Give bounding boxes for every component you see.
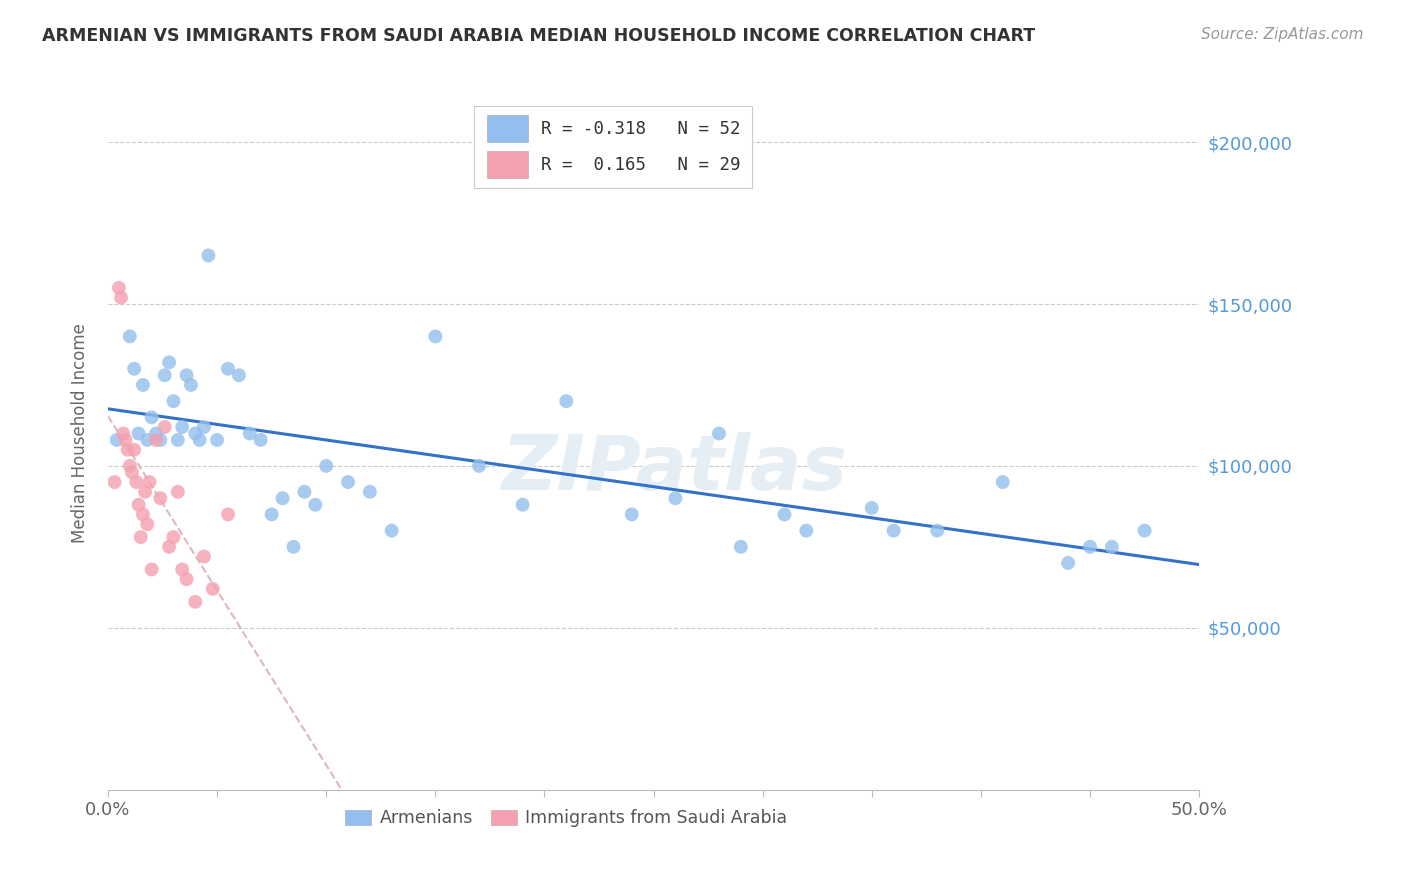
Point — [122, 442, 145, 457]
Point — [1101, 540, 1123, 554]
Point — [166, 433, 188, 447]
Point — [425, 329, 447, 343]
Point — [162, 394, 184, 409]
Point — [217, 361, 239, 376]
Point — [468, 458, 491, 473]
Point — [193, 549, 215, 564]
Point — [153, 420, 176, 434]
Point — [176, 368, 198, 383]
Point — [381, 524, 404, 538]
Point — [157, 355, 180, 369]
Point — [105, 433, 128, 447]
Point — [304, 498, 326, 512]
Point — [359, 484, 381, 499]
Point — [283, 540, 305, 554]
Point — [205, 433, 228, 447]
Point — [157, 540, 180, 554]
Point — [188, 433, 211, 447]
Point — [114, 433, 136, 447]
Point — [337, 475, 360, 489]
Point — [184, 595, 207, 609]
Point — [112, 426, 135, 441]
Text: ARMENIAN VS IMMIGRANTS FROM SAUDI ARABIA MEDIAN HOUSEHOLD INCOME CORRELATION CHA: ARMENIAN VS IMMIGRANTS FROM SAUDI ARABIA… — [42, 27, 1035, 45]
Point — [118, 458, 141, 473]
FancyBboxPatch shape — [474, 106, 752, 188]
Point — [1133, 524, 1156, 538]
Point — [103, 475, 125, 489]
Point — [172, 420, 194, 434]
Point — [138, 475, 160, 489]
Point — [121, 466, 143, 480]
Point — [512, 498, 534, 512]
Point — [149, 491, 172, 506]
Point — [260, 508, 283, 522]
Point — [1078, 540, 1101, 554]
Point — [128, 498, 150, 512]
Point — [664, 491, 686, 506]
Point — [620, 508, 643, 522]
Point — [217, 508, 239, 522]
Point — [883, 524, 905, 538]
Point — [927, 524, 949, 538]
Text: R =  0.165   N = 29: R = 0.165 N = 29 — [541, 156, 741, 174]
Point — [292, 484, 315, 499]
Point — [172, 562, 194, 576]
Point — [228, 368, 250, 383]
Point — [555, 394, 578, 409]
Point — [707, 426, 730, 441]
Point — [141, 410, 163, 425]
Point — [118, 329, 141, 343]
Text: Source: ZipAtlas.com: Source: ZipAtlas.com — [1201, 27, 1364, 42]
Point — [117, 442, 139, 457]
Point — [145, 426, 167, 441]
FancyBboxPatch shape — [486, 115, 529, 143]
Point — [991, 475, 1014, 489]
Point — [166, 484, 188, 499]
Point — [162, 530, 184, 544]
Text: R = -0.318   N = 52: R = -0.318 N = 52 — [541, 120, 741, 138]
Point — [239, 426, 262, 441]
Point — [201, 582, 224, 596]
Point — [249, 433, 271, 447]
Point — [271, 491, 294, 506]
Point — [149, 433, 172, 447]
Point — [125, 475, 148, 489]
Point — [1057, 556, 1080, 570]
Point — [136, 433, 159, 447]
Point — [184, 426, 207, 441]
Point — [730, 540, 752, 554]
Point — [128, 426, 150, 441]
Point — [141, 562, 163, 576]
Y-axis label: Median Household Income: Median Household Income — [72, 324, 89, 543]
Point — [315, 458, 337, 473]
Point — [176, 572, 198, 586]
Point — [860, 500, 883, 515]
Point — [180, 378, 202, 392]
Point — [773, 508, 796, 522]
Point — [197, 248, 219, 262]
FancyBboxPatch shape — [486, 152, 529, 178]
Legend: Armenians, Immigrants from Saudi Arabia: Armenians, Immigrants from Saudi Arabia — [339, 803, 794, 834]
Point — [110, 291, 132, 305]
Point — [132, 378, 155, 392]
Text: ZIPatlas: ZIPatlas — [502, 432, 848, 506]
Point — [108, 281, 131, 295]
Point — [153, 368, 176, 383]
Point — [129, 530, 152, 544]
Point — [122, 361, 145, 376]
Point — [193, 420, 215, 434]
Point — [145, 433, 167, 447]
Point — [134, 484, 156, 499]
Point — [136, 517, 159, 532]
Point — [794, 524, 817, 538]
Point — [132, 508, 155, 522]
